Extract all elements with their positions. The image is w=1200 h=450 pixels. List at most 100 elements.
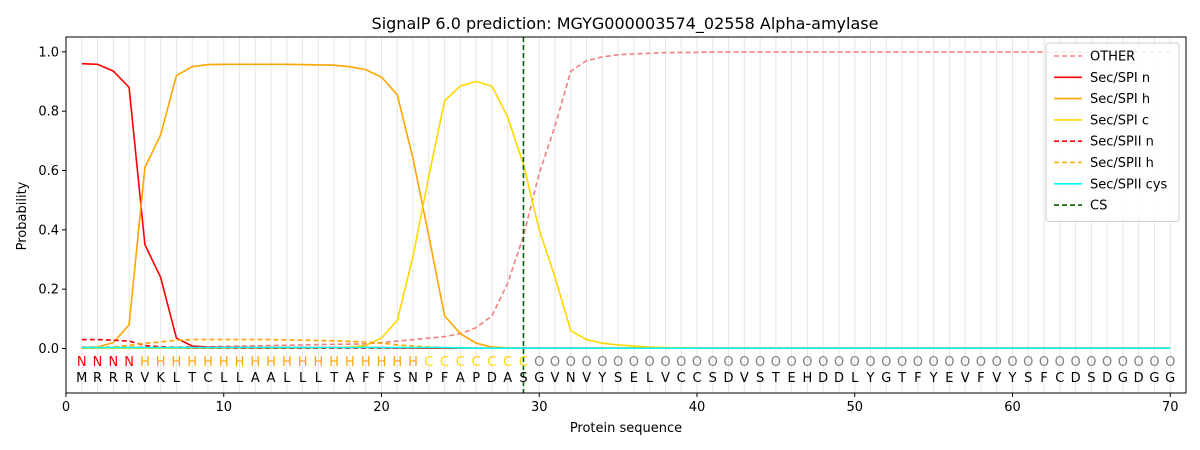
residue-label: O — [771, 355, 781, 370]
residue-letter: C — [1055, 371, 1064, 386]
residue-label: O — [739, 355, 749, 370]
residue-letter: D — [1071, 371, 1081, 386]
residue-label: O — [992, 355, 1002, 370]
residue-letter: D — [818, 371, 828, 386]
x-tick-label: 50 — [846, 400, 863, 415]
residue-label: O — [897, 355, 907, 370]
residue-letter: E — [630, 371, 638, 386]
residue-label: O — [1118, 355, 1128, 370]
legend-entry: Sec/SPI c — [1090, 113, 1149, 128]
residue-letter: G — [534, 371, 544, 386]
residue-label: O — [645, 355, 655, 370]
residue-label: O — [881, 355, 891, 370]
residue-letter: C — [692, 371, 701, 386]
residue-letter: G — [1118, 371, 1128, 386]
residue-letter: C — [203, 371, 212, 386]
residue-label: N — [93, 355, 103, 370]
residue-label: O — [581, 355, 591, 370]
residue-letter: S — [519, 371, 527, 386]
chart-title: SignalP 6.0 prediction: MGYG000003574_02… — [372, 14, 879, 34]
residue-letter: Y — [597, 371, 606, 386]
residue-label: O — [1023, 355, 1033, 370]
x-tick-label: 60 — [1004, 400, 1021, 415]
x-tick-label: 30 — [531, 400, 548, 415]
residue-label: H — [203, 355, 213, 370]
x-tick-label: 10 — [215, 400, 232, 415]
residue-label: O — [550, 355, 560, 370]
residue-letter: F — [914, 371, 921, 386]
residue-label: H — [329, 355, 339, 370]
residue-letter: V — [740, 371, 749, 386]
residue-label: H — [266, 355, 276, 370]
residue-label: O — [629, 355, 639, 370]
residue-label: O — [692, 355, 702, 370]
y-tick-label: 0.0 — [38, 342, 59, 357]
residue-letter: A — [345, 371, 354, 386]
residue-letter: S — [709, 371, 717, 386]
residue-label: O — [1007, 355, 1017, 370]
residue-letter: V — [140, 371, 149, 386]
residue-letter: A — [456, 371, 465, 386]
residue-label: H — [140, 355, 150, 370]
x-tick-label: 20 — [373, 400, 390, 415]
residue-letter: G — [1149, 371, 1159, 386]
residue-label: O — [913, 355, 923, 370]
residue-label: C — [456, 355, 465, 370]
residue-letter: F — [441, 371, 448, 386]
residue-label: O — [944, 355, 954, 370]
residue-letter: V — [661, 371, 670, 386]
residue-label: O — [597, 355, 607, 370]
legend-entry: Sec/SPI n — [1090, 71, 1150, 86]
residue-letter: R — [109, 371, 118, 386]
x-tick-label: 70 — [1162, 400, 1179, 415]
residue-letter: K — [156, 371, 165, 386]
grid-lines — [81, 37, 1171, 393]
residue-letter: D — [1134, 371, 1144, 386]
residue-label: O — [1039, 355, 1049, 370]
residue-letter: F — [362, 371, 369, 386]
residue-letter: S — [393, 371, 401, 386]
residue-letter: A — [267, 371, 276, 386]
series-line-0 — [81, 51, 1171, 348]
y-tick-label: 0.8 — [38, 105, 59, 120]
residue-letter: T — [329, 371, 338, 386]
residue-letter: T — [771, 371, 780, 386]
residue-letter: E — [788, 371, 796, 386]
residue-label: H — [282, 355, 292, 370]
residue-label: C — [472, 355, 481, 370]
residue-letter: T — [897, 371, 906, 386]
y-tick-label: 0.6 — [38, 164, 59, 179]
residue-label: C — [503, 355, 512, 370]
legend-entry: OTHER — [1090, 50, 1135, 65]
residue-label: C — [519, 355, 528, 370]
axes: 0 10 20 30 40 50 60 70 0.0 0.2 0.4 0.6 0.8 1.0 — [38, 45, 1178, 415]
residue-letter: A — [503, 371, 512, 386]
y-axis-label: Probability — [15, 181, 30, 250]
legend: OTHER Sec/SPI n Sec/SPI h Sec/SPI c Sec/SPII… — [1045, 42, 1180, 222]
residue-label: H — [314, 355, 324, 370]
residue-label: H — [187, 355, 197, 370]
residue-label: O — [802, 355, 812, 370]
residue-label: H — [408, 355, 418, 370]
residue-letter: V — [582, 371, 591, 386]
residue-letter: S — [1087, 371, 1095, 386]
residue-letter: R — [125, 371, 134, 386]
residue-letter: A — [251, 371, 260, 386]
residue-label: H — [392, 355, 402, 370]
residue-letter: L — [236, 371, 244, 386]
residue-letter: F — [977, 371, 984, 386]
residue-label: O — [1149, 355, 1159, 370]
residue-label: O — [723, 355, 733, 370]
residue-letter: D — [834, 371, 844, 386]
residue-label: O — [865, 355, 875, 370]
legend-entry: Sec/SPII n — [1090, 135, 1154, 150]
residue-label: O — [818, 355, 828, 370]
residue-letter: S — [1024, 371, 1032, 386]
residue-letter: F — [1040, 371, 1047, 386]
residue-label: O — [566, 355, 576, 370]
residue-label: N — [108, 355, 118, 370]
residue-letter: S — [614, 371, 622, 386]
residue-label: H — [235, 355, 245, 370]
residue-label: H — [250, 355, 260, 370]
